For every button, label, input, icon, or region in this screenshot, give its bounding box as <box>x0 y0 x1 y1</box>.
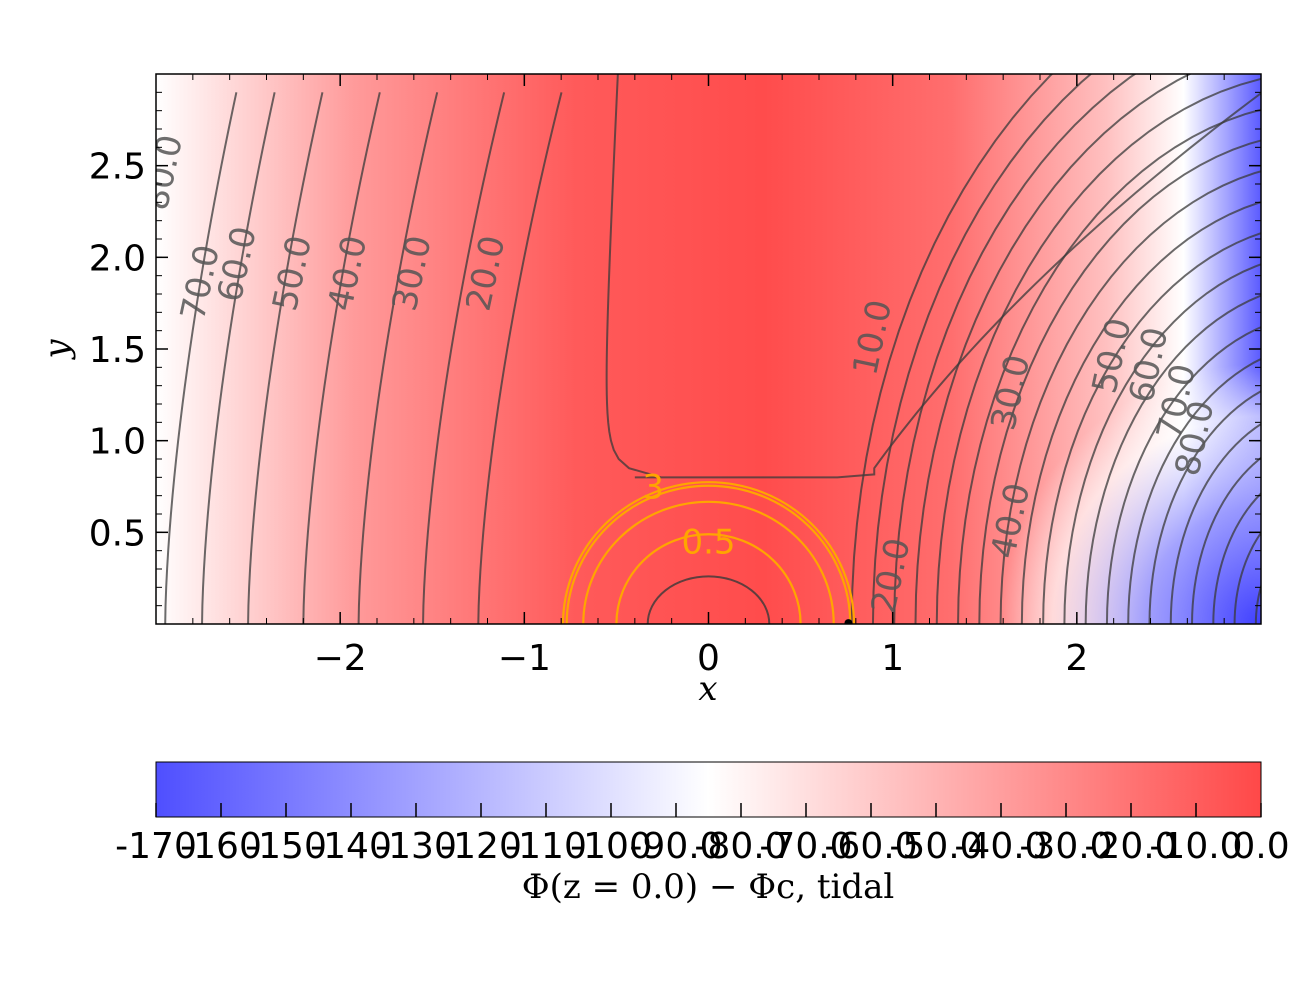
colorbar-tick-label: -100 <box>570 826 652 867</box>
x-tick-label: −2 <box>314 638 367 679</box>
contour-lines <box>164 74 1261 624</box>
colorbar-tick-label: -60.0 <box>824 826 917 867</box>
contour-line <box>1191 456 1261 624</box>
contour-line <box>247 92 324 624</box>
colorbar-tick-label: 0.0 <box>1232 826 1289 867</box>
contour-line <box>302 92 381 624</box>
plot-area: 80.070.060.0 50.0 40.0 30.0 20.010.030.040.0… <box>156 74 1261 624</box>
contour-line <box>357 92 439 624</box>
contour-line <box>646 575 771 624</box>
colorbar-tick-label: -120 <box>440 826 522 867</box>
contour-line <box>477 92 563 624</box>
contour-line <box>1127 357 1261 624</box>
x-axis-label: x <box>698 669 717 709</box>
colorbar <box>155 761 1262 818</box>
contour-line <box>999 170 1261 624</box>
colorbar-tick-label: -40.0 <box>954 826 1047 867</box>
colorbar-tick-label: -50.0 <box>889 826 982 867</box>
contour-line <box>422 92 506 624</box>
colorbar-tick-label: -150 <box>245 826 327 867</box>
contour-line <box>605 74 1261 479</box>
inner-contour-label: 3 <box>642 468 664 508</box>
contour-line <box>1042 232 1261 624</box>
x-tick-label: 2 <box>1065 638 1088 679</box>
y-axis-label: y <box>37 339 77 361</box>
x-tick-label: −1 <box>498 638 551 679</box>
colorbar-title: Φ(z = 0.0) − Φc, tidal <box>522 867 895 907</box>
contour-line <box>1148 390 1261 624</box>
x-axis-ticks: −2 −1 0 1 2 <box>155 74 1262 679</box>
contour-line <box>1063 263 1261 624</box>
colorbar-tick-label: -160 <box>180 826 262 867</box>
contour-line <box>850 74 1054 624</box>
contour-line <box>1084 294 1261 624</box>
contour-line <box>1254 583 1261 624</box>
x-tick-label: 1 <box>881 638 904 679</box>
contour-line <box>957 108 1261 624</box>
marker-point <box>844 619 853 624</box>
y-tick-label: 1.5 <box>89 330 146 371</box>
contour-line <box>1105 326 1261 624</box>
inner-contour-lines <box>561 480 856 624</box>
contour-line <box>201 92 276 624</box>
inner-contour-line <box>582 500 835 624</box>
inner-contour-line <box>561 480 856 624</box>
contour-line <box>164 92 238 624</box>
colorbar-ticks: -170-160-150-140-130-120-110-100-90.0-80… <box>115 803 1290 867</box>
colorbar-tick-label: -30.0 <box>1019 826 1112 867</box>
contour-line <box>871 74 1093 624</box>
blue-region <box>156 74 1261 624</box>
contour-line <box>1212 492 1261 624</box>
colorbar-tick-label: -10.0 <box>1149 826 1242 867</box>
x-tick-label: 0 <box>697 638 720 679</box>
colorbar-tick-label: -20.0 <box>1084 826 1177 867</box>
contour-line <box>935 77 1261 624</box>
contour-line <box>978 139 1261 624</box>
contour-line <box>914 74 1193 624</box>
y-axis-ticks: 0.5 1.0 1.5 2.0 2.5 <box>89 91 1261 607</box>
inner-contour-label: 0.5 <box>681 523 735 563</box>
y-tick-label: 0.5 <box>89 513 146 554</box>
y-tick-label: 2.0 <box>89 238 146 279</box>
colorbar-tick-label: -140 <box>310 826 392 867</box>
inner-contour-line <box>615 533 802 624</box>
colorbar-tick-label: -90.0 <box>629 826 722 867</box>
contour-line <box>1169 422 1261 624</box>
contour-line <box>893 74 1137 624</box>
colorbar-tick-label: -80.0 <box>694 826 787 867</box>
colorbar-tick-label: -130 <box>375 826 457 867</box>
inner-contour-line <box>565 484 852 624</box>
y-tick-label: 2.5 <box>89 147 146 188</box>
y-tick-label: 1.0 <box>89 422 146 463</box>
colorbar-tick-label: -170 <box>115 826 197 867</box>
colorbar-tick-label: -110 <box>505 826 587 867</box>
contour-line <box>1020 201 1261 624</box>
colorbar-tick-label: -70.0 <box>759 826 852 867</box>
